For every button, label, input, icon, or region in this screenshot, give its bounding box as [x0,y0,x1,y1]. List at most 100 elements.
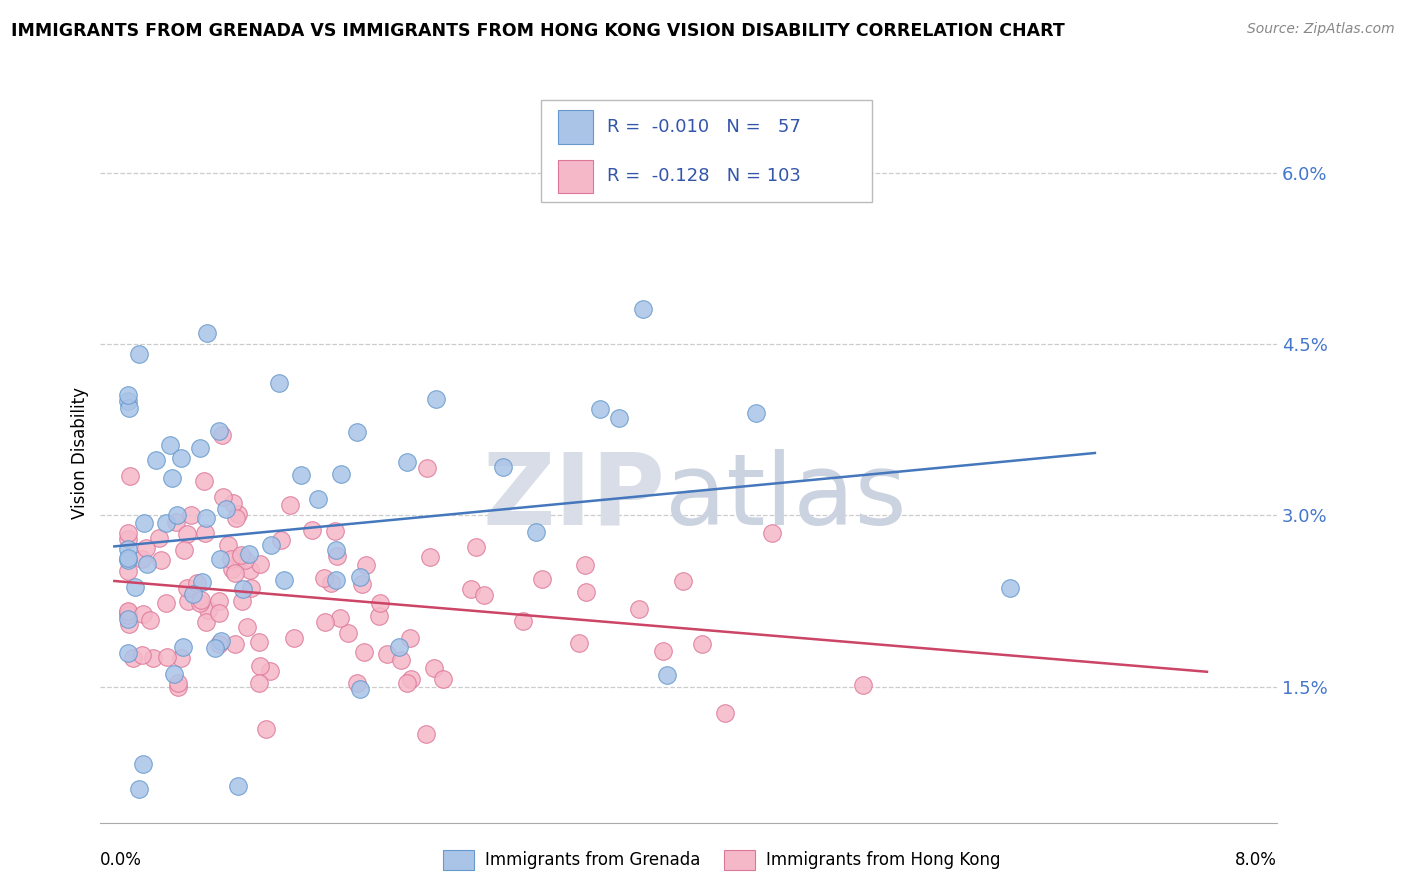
Y-axis label: Vision Disability: Vision Disability [72,387,89,518]
Point [194,525,217,540]
Point [416,461,439,475]
Point [254,722,277,736]
Point [122,651,145,665]
Point [998,581,1021,595]
Point [314,615,336,629]
Point [239,581,262,595]
Point [307,491,329,506]
Point [398,631,420,645]
Point [588,401,610,416]
Point [321,576,343,591]
Point [117,608,139,623]
Point [226,779,249,793]
Point [170,450,193,465]
Point [156,649,179,664]
Point [283,631,305,645]
Point [173,543,195,558]
Point [194,510,217,524]
Point [215,502,238,516]
Point [399,672,422,686]
Point [247,676,270,690]
Point [221,496,243,510]
Point [396,455,419,469]
Point [574,558,596,572]
Point [128,347,150,361]
Point [368,596,391,610]
Point [329,610,352,624]
Text: 8.0%: 8.0% [1234,851,1277,869]
Point [239,563,262,577]
Point [628,601,651,615]
Point [280,499,302,513]
Point [395,675,418,690]
Point [349,570,371,584]
Point [166,508,188,522]
Point [197,602,219,616]
Point [132,516,155,531]
Point [353,645,375,659]
Point [419,550,441,565]
Point [631,301,654,316]
Point [314,571,336,585]
Point [131,756,153,771]
Point [193,474,215,488]
Point [655,667,678,681]
Text: R =  -0.010   N =   57: R = -0.010 N = 57 [607,119,801,136]
Point [118,401,141,415]
Text: Source: ZipAtlas.com: Source: ZipAtlas.com [1247,22,1395,37]
Point [349,681,371,696]
Point [177,593,200,607]
Point [249,558,271,572]
Point [425,392,447,406]
Point [128,782,150,797]
Point [208,594,231,608]
Point [170,650,193,665]
Point [219,552,242,566]
Point [352,576,374,591]
Point [135,541,157,556]
Point [356,558,378,573]
Point [249,635,271,649]
Point [191,574,214,589]
Point [607,411,630,425]
Text: Immigrants from Grenada: Immigrants from Grenada [485,851,700,869]
Point [131,552,153,566]
Point [472,589,495,603]
Point [388,640,411,654]
Point [186,576,208,591]
Point [672,574,695,588]
Point [165,515,187,529]
Point [323,524,346,538]
Point [259,664,281,678]
Point [761,526,783,541]
Point [208,606,231,620]
Point [415,727,437,741]
Point [375,647,398,661]
Point [117,553,139,567]
Point [155,596,177,610]
Point [391,653,413,667]
Point [155,516,177,531]
Point [176,527,198,541]
Point [226,507,249,521]
Point [117,604,139,618]
Point [208,637,231,651]
Point [159,437,181,451]
Point [176,582,198,596]
Point [150,553,173,567]
Point [229,551,252,566]
Point [208,424,231,438]
Point [325,574,347,588]
Point [336,625,359,640]
Point [238,547,260,561]
Point [225,510,247,524]
Point [211,634,233,648]
Point [568,636,591,650]
Point [524,524,547,539]
Point [166,680,188,694]
Point [208,552,231,566]
Point [346,425,368,440]
Point [124,580,146,594]
Point [692,637,714,651]
Point [204,641,226,656]
